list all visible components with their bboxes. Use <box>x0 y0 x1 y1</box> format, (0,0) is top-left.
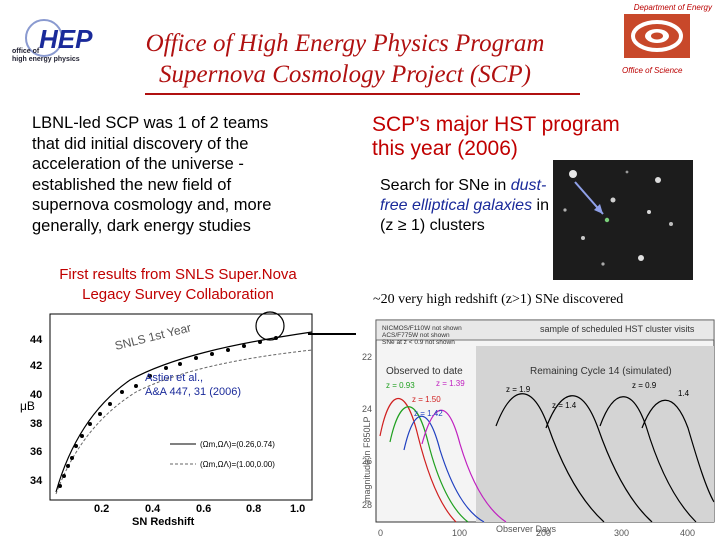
astier-ref-line2: A&A 447, 31 (2006) <box>145 386 242 398</box>
lc-ytick: 24 <box>362 404 372 414</box>
snls-caption: First results from SNLS Super.Nova Legac… <box>28 265 328 305</box>
astier-reference: Astier et al., A&A 447, 31 (2006) <box>145 371 241 399</box>
lbnl-paragraph: LBNL-led SCP was 1 of 2 teams that did i… <box>32 114 272 235</box>
hep-sub-line1: office of <box>12 48 40 55</box>
hubble-model-curve <box>55 331 313 493</box>
search-post: in (z ≥ 1) clusters <box>380 197 549 234</box>
highlight-circle <box>255 311 285 341</box>
lc-z-label: z = 1.9 <box>506 385 531 394</box>
hubble-ytick: 40 <box>30 389 42 401</box>
search-emphasis: dust-free elliptical galaxies <box>380 177 547 214</box>
lc-xtick: 300 <box>614 528 629 538</box>
lc-z-label: z = 1.4 <box>552 401 577 410</box>
hep-orbit-icon <box>25 19 63 57</box>
hubble-xlabel: SN Redshift <box>132 516 195 528</box>
hubble-ytick: 44 <box>30 334 43 346</box>
hep-logo-text: HEP <box>39 24 93 54</box>
hubble-xtick: 0.2 <box>94 503 109 515</box>
hubble-ytick: 36 <box>30 446 42 458</box>
hubble-ylabel: μB <box>20 399 35 413</box>
light-curve-plot: sample of scheduled HST cluster visits N… <box>356 316 718 540</box>
hubble-ytick: 42 <box>30 360 42 372</box>
snls-caption-line2: Legacy Survey Collaboration <box>82 286 274 303</box>
lc-xlabel: Observer Days <box>496 524 557 534</box>
lc-xtick: 400 <box>680 528 695 538</box>
lc-ylabel: magnitude in F850LP <box>362 416 372 502</box>
hep-logo: HEP <box>6 14 106 66</box>
lc-ytick: 22 <box>362 352 372 362</box>
hep-subtitle: office of high energy physics <box>12 48 80 64</box>
hubble-ytick: 34 <box>30 475 43 487</box>
hubble-xtick: 0.4 <box>145 503 161 515</box>
lc-sample-label: sample of scheduled HST cluster visits <box>540 324 695 334</box>
lc-ytick: 26 <box>362 456 372 466</box>
lc-ytick: 28 <box>362 500 372 510</box>
lc-remaining-label: Remaining Cycle 14 (simulated) <box>530 366 672 377</box>
lc-z-label: z = 1.42 <box>414 409 443 418</box>
title-line2: Supernova Cosmology Project (SCP) <box>159 61 531 88</box>
slide-title: Office of High Energy Physics Program Su… <box>100 28 590 90</box>
hst-heading-line2: this year (2006) <box>372 137 518 160</box>
hubble-legend2: (Ωm,ΩΛ)=(1.00,0.00) <box>200 460 275 469</box>
title-divider <box>145 93 580 95</box>
title-line1: Office of High Energy Physics Program <box>145 30 545 57</box>
hubble-ytick: 38 <box>30 418 42 430</box>
snls-caption-line1: First results from SNLS Super.Nova <box>59 266 297 283</box>
doe-office-label: Office of Science <box>622 66 683 75</box>
hep-sub-line2: high energy physics <box>12 56 80 63</box>
hst-cluster-image <box>553 160 693 280</box>
hubble-xtick: 1.0 <box>290 503 305 515</box>
lc-box-line2: ACS/F775W not shown <box>382 332 450 339</box>
lc-xtick: 100 <box>452 528 467 538</box>
lc-z-label: z = 0.93 <box>386 381 415 390</box>
lc-z-label: 1.4 <box>678 389 690 398</box>
astier-ref-line1: Astier et al., <box>145 372 204 384</box>
sne-discovered-note: ~20 very high redshift (z>1) SNe discove… <box>373 292 624 307</box>
hubble-diagram: 44 42 40 38 36 34 0.2 0.4 0.6 0.8 1.0 SN… <box>20 310 318 538</box>
doe-logo-icon <box>624 14 690 58</box>
hst-program-heading: SCP’s major HST program this year (2006) <box>372 113 672 161</box>
lc-box-line3: SNe at z < 0.9 not shown <box>382 339 455 346</box>
lc-z-label: z = 1.39 <box>436 379 465 388</box>
lc-z-label: z = 0.9 <box>632 381 657 390</box>
search-pre: Search for SNe in <box>380 177 511 194</box>
lc-observed-label: Observed to date <box>386 366 463 377</box>
lc-z-label: z = 1.50 <box>412 395 441 404</box>
hubble-xtick: 0.8 <box>246 503 261 515</box>
search-paragraph: Search for SNe in dust-free elliptical g… <box>380 176 550 236</box>
lc-xtick: 200 <box>536 528 551 538</box>
hubble-legend1: (Ωm,ΩΛ)=(0.26,0.74) <box>200 440 275 449</box>
doe-label: Department of Energy <box>633 3 712 12</box>
hubble-xtick: 0.6 <box>196 503 211 515</box>
hst-heading-line1: SCP’s major HST program <box>372 113 620 136</box>
lc-xtick: 0 <box>378 528 383 538</box>
hubble-decel-curve <box>55 349 313 495</box>
lc-box-line1: NICMOS/F110W not shown <box>382 325 462 332</box>
